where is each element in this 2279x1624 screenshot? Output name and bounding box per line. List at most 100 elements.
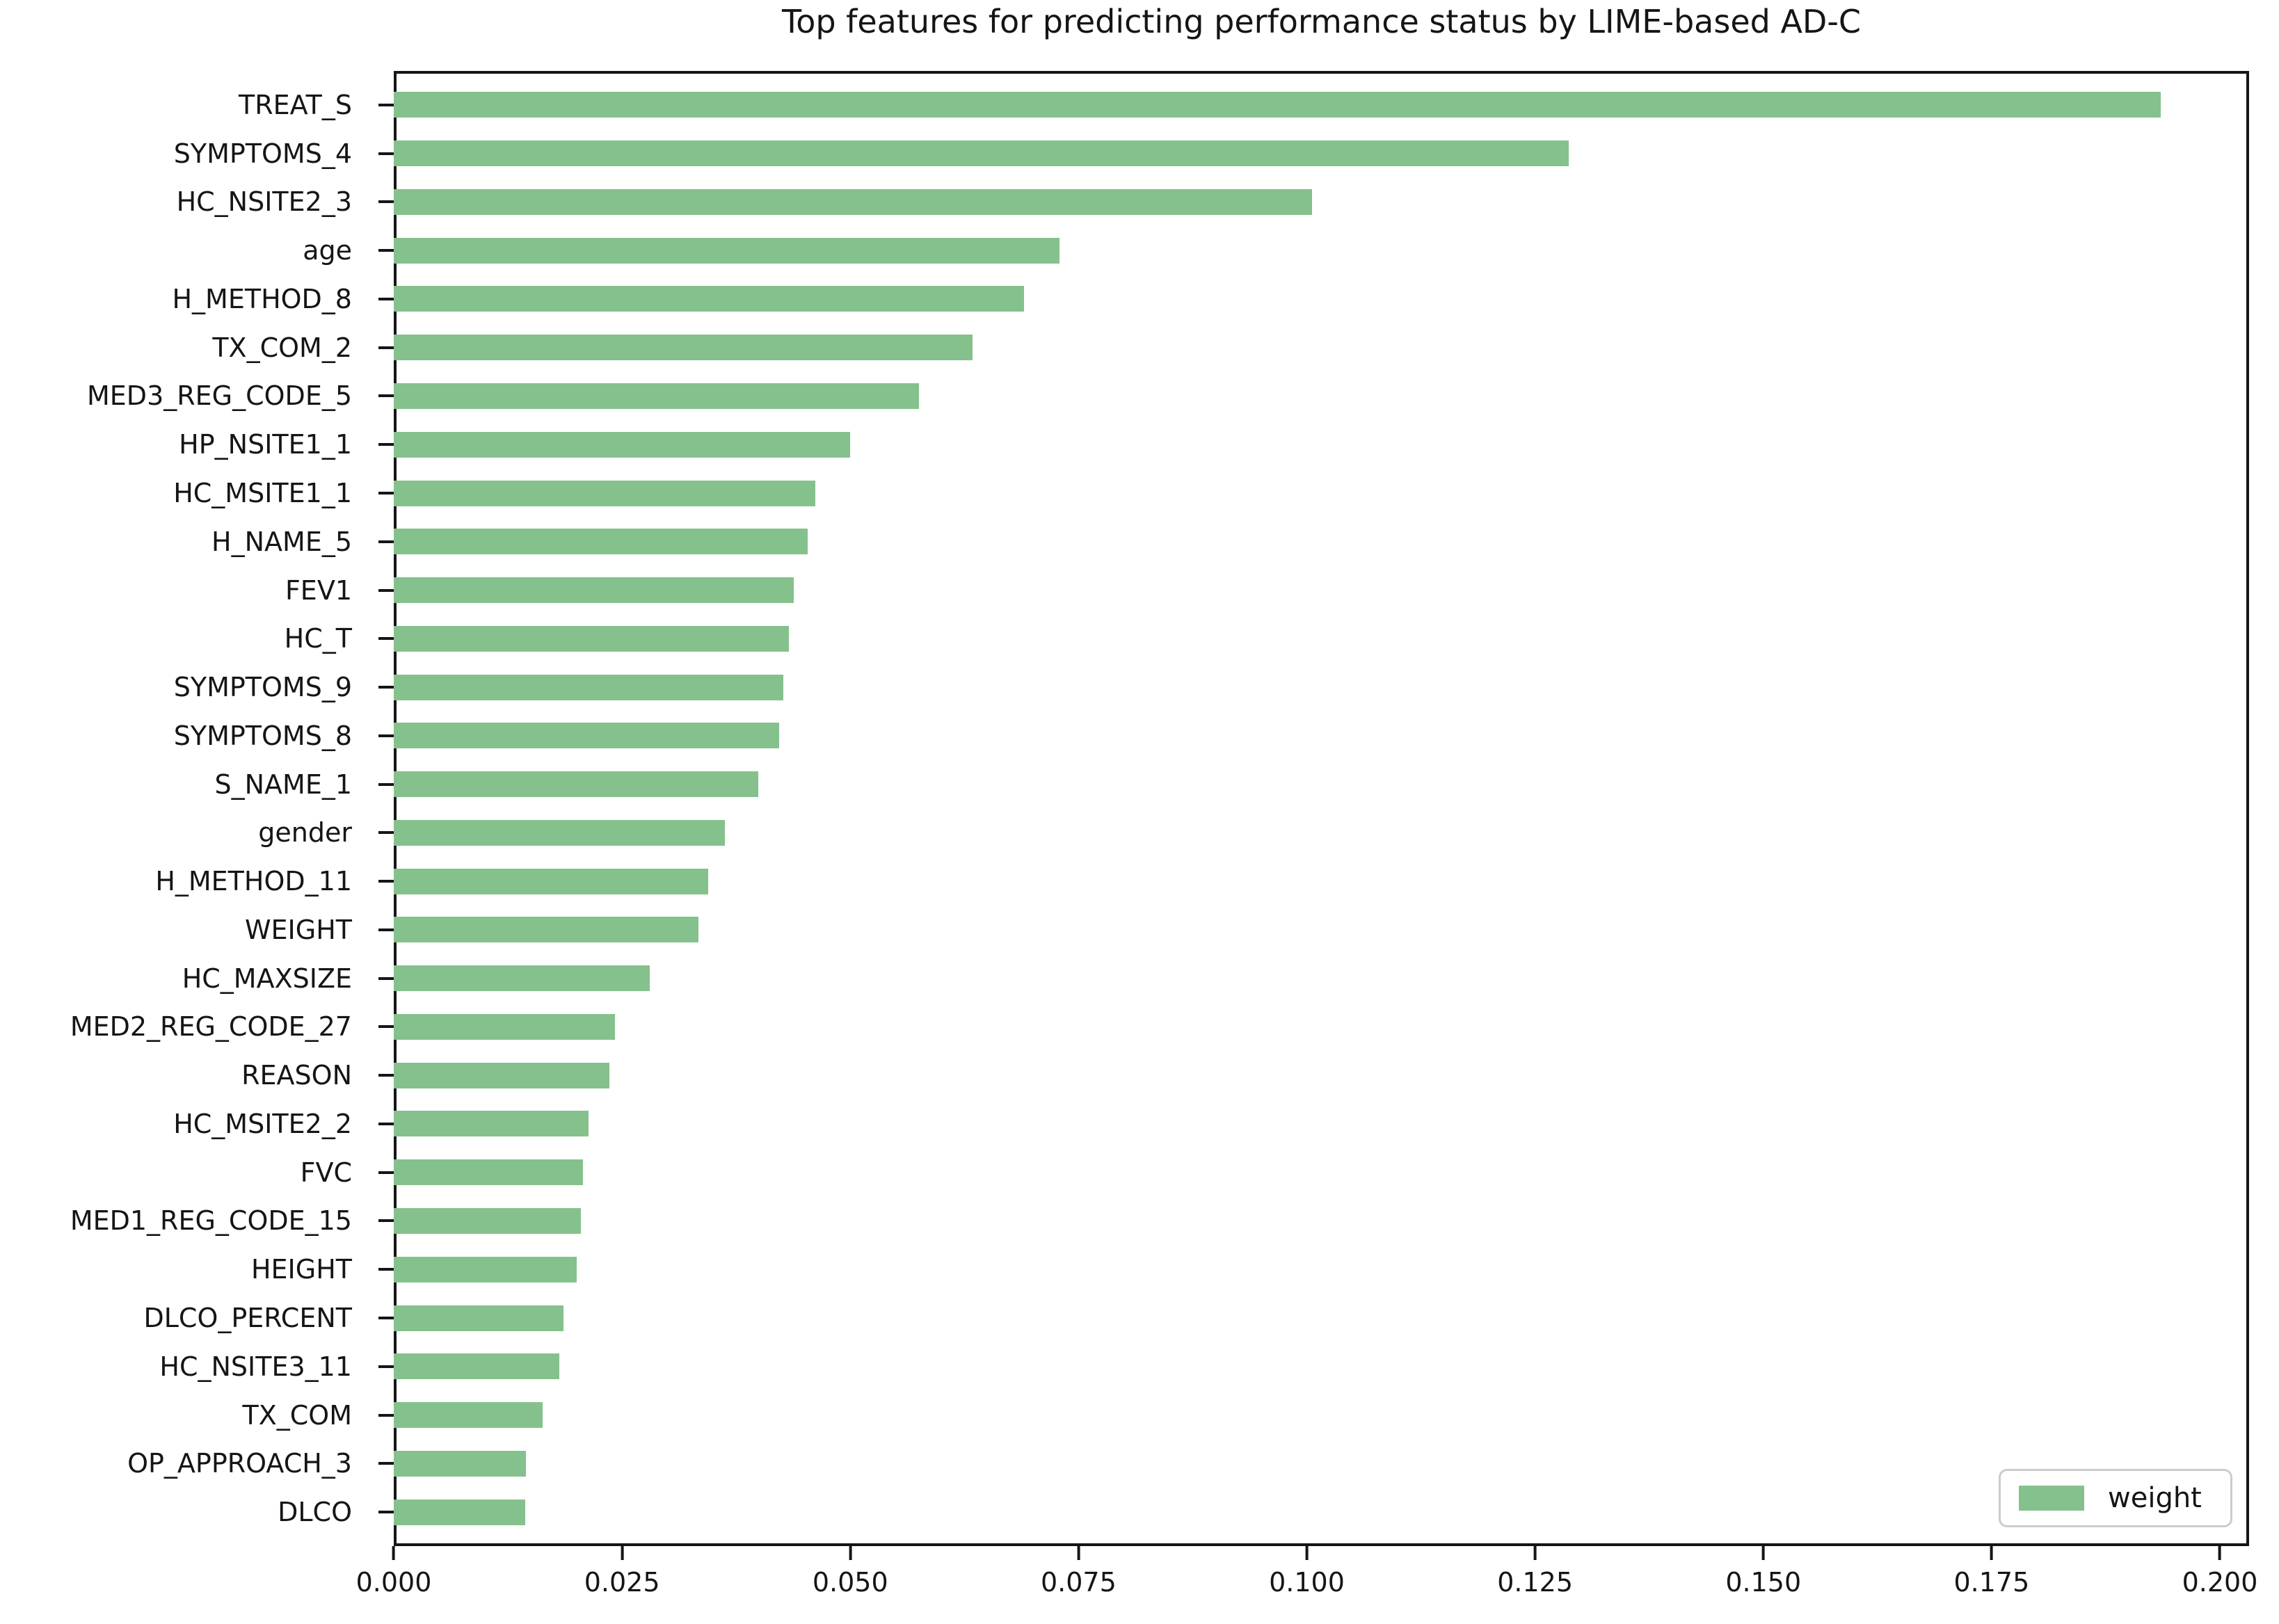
category-label: MED2_REG_CODE_27 <box>70 1011 352 1043</box>
category-label: TX_COM <box>242 1399 352 1431</box>
y-tick-mark <box>378 394 394 398</box>
category-label: SYMPTOMS_9 <box>173 672 352 703</box>
chart-title: Top features for predicting performance … <box>781 3 1862 40</box>
y-tick-mark <box>378 152 394 155</box>
category-label: FEV1 <box>285 574 352 606</box>
y-tick-mark <box>378 976 394 980</box>
y-tick-mark <box>378 200 394 204</box>
legend-label: weight <box>2108 1482 2202 1514</box>
bar-row: H_NAME_5 <box>0 517 2279 566</box>
bar-row: SYMPTOMS_8 <box>0 711 2279 760</box>
x-tick: 0.150 <box>1725 1546 1801 1598</box>
weight-bar <box>394 674 784 700</box>
x-tick: 0.025 <box>584 1546 660 1598</box>
bar-row: REASON <box>0 1051 2279 1100</box>
bar-track <box>394 808 2249 857</box>
bar-row: HC_NSITE3_11 <box>0 1342 2279 1391</box>
y-tick-mark <box>378 492 394 495</box>
bar-row: FVC <box>0 1148 2279 1197</box>
bar-track <box>394 614 2249 663</box>
y-tick-mark <box>378 297 394 300</box>
y-tick-mark <box>378 928 394 931</box>
y-tick-mark <box>378 346 394 349</box>
weight-bar <box>394 1450 527 1477</box>
bar-track <box>394 372 2249 421</box>
weight-bar <box>394 480 816 506</box>
y-tick-mark <box>378 831 394 835</box>
bar-row: HC_MSITE2_2 <box>0 1100 2279 1148</box>
weight-bar <box>394 1305 564 1331</box>
bar-row: SYMPTOMS_9 <box>0 663 2279 711</box>
category-label: H_METHOD_11 <box>155 866 352 897</box>
y-tick-mark <box>378 1122 394 1125</box>
weight-bar <box>394 335 973 361</box>
category-label: WEIGHT <box>244 914 352 945</box>
bar-row: MED2_REG_CODE_27 <box>0 1003 2279 1052</box>
weight-bar <box>394 383 919 409</box>
bar-row: age <box>0 226 2279 275</box>
y-tick-mark <box>378 103 394 106</box>
y-tick-mark <box>378 1462 394 1465</box>
bar-track <box>394 1197 2249 1246</box>
x-tick-mark <box>1305 1546 1309 1560</box>
category-label: S_NAME_1 <box>214 769 352 800</box>
bar-track <box>394 1391 2249 1440</box>
weight-bar <box>394 625 790 652</box>
bar-row: HC_T <box>0 614 2279 663</box>
bar-track <box>394 566 2249 615</box>
bar-row: SYMPTOMS_4 <box>0 129 2279 178</box>
y-tick-mark <box>378 1171 394 1174</box>
x-tick-label: 0.075 <box>1040 1567 1117 1598</box>
bar-track <box>394 1294 2249 1342</box>
bar-track <box>394 178 2249 227</box>
bar-row: MED1_REG_CODE_15 <box>0 1197 2279 1246</box>
bar-track <box>394 129 2249 178</box>
bar-row: H_METHOD_11 <box>0 857 2279 906</box>
bar-track <box>394 323 2249 372</box>
category-label: DLCO_PERCENT <box>143 1303 353 1334</box>
y-tick-mark <box>378 734 394 737</box>
bar-track <box>394 1245 2249 1294</box>
bar-track <box>394 857 2249 906</box>
category-label: HEIGHT <box>250 1254 352 1285</box>
y-tick-mark <box>378 588 394 592</box>
y-tick-mark <box>378 1219 394 1223</box>
x-tick-mark <box>1990 1546 1993 1560</box>
category-label: HC_T <box>284 623 352 654</box>
x-tick-label: 0.100 <box>1269 1567 1345 1598</box>
weight-bar <box>394 1353 559 1380</box>
bar-track <box>394 1342 2249 1391</box>
x-tick: 0.100 <box>1269 1546 1345 1598</box>
bar-row: gender <box>0 808 2279 857</box>
weight-bar <box>394 917 699 943</box>
bar-row: FEV1 <box>0 566 2279 615</box>
category-label: HC_NSITE2_3 <box>176 186 352 218</box>
bar-row: HC_MAXSIZE <box>0 954 2279 1003</box>
bar-row: MED3_REG_CODE_5 <box>0 372 2279 421</box>
category-label: HC_MAXSIZE <box>182 963 352 994</box>
bar-track <box>394 81 2249 129</box>
category-label: SYMPTOMS_4 <box>173 138 352 169</box>
y-tick-mark <box>378 1317 394 1320</box>
y-tick-mark <box>378 1025 394 1029</box>
bar-track <box>394 1003 2249 1052</box>
category-label: TREAT_S <box>238 89 352 120</box>
x-tick: 0.125 <box>1497 1546 1573 1598</box>
category-label: MED1_REG_CODE_15 <box>70 1205 352 1237</box>
bar-track <box>394 1051 2249 1100</box>
category-label: OP_APPROACH_3 <box>127 1448 352 1479</box>
y-tick-mark <box>378 686 394 689</box>
x-tick-mark <box>1533 1546 1537 1560</box>
x-tick-label: 0.000 <box>355 1567 432 1598</box>
x-tick-mark <box>1761 1546 1765 1560</box>
x-tick-mark <box>621 1546 624 1560</box>
weight-bar <box>394 1256 577 1283</box>
weight-bar <box>394 188 1313 215</box>
bar-row: DLCO <box>0 1488 2279 1536</box>
x-tick-label: 0.125 <box>1497 1567 1574 1598</box>
bar-row: HP_NSITE1_1 <box>0 420 2279 469</box>
weight-bar <box>394 529 808 555</box>
x-axis: 0.000 0.025 0.050 0.075 0.100 0.125 0.150 0.175… <box>356 1546 2257 1623</box>
category-label: H_NAME_5 <box>211 526 352 557</box>
category-label: gender <box>258 817 352 849</box>
